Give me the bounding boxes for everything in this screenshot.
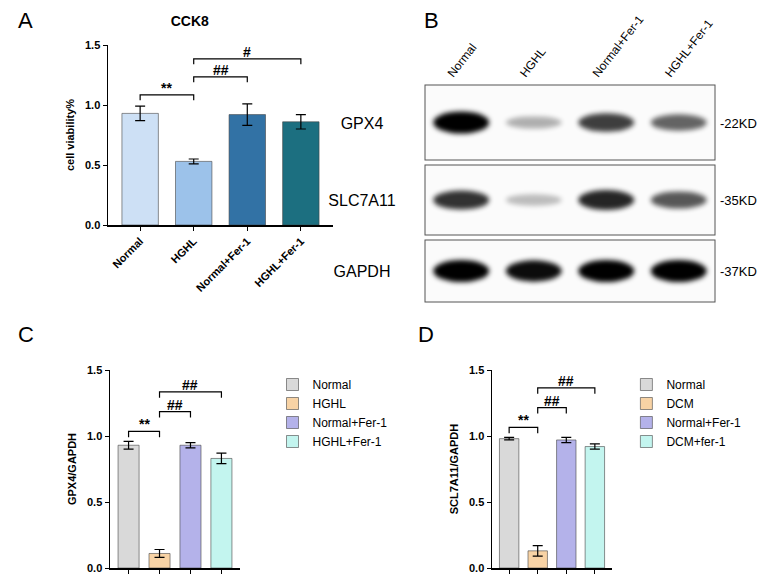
svg-text:HGHL+Fer-1: HGHL+Fer-1 — [662, 17, 716, 80]
html-text:B: B — [424, 8, 439, 33]
svg-text:HGHL: HGHL — [168, 235, 199, 266]
svg-text:**: ** — [518, 412, 529, 428]
svg-text:Normal+Fer-1: Normal+Fer-1 — [194, 235, 253, 294]
svg-text:0.5: 0.5 — [87, 496, 102, 508]
svg-text:HGHL: HGHL — [517, 45, 549, 80]
html-text:D: D — [418, 322, 434, 347]
svg-text:DCM: DCM — [666, 397, 693, 411]
svg-text:Normal: Normal — [110, 235, 145, 270]
html-text:C: C — [18, 322, 34, 347]
svg-text:-35KD: -35KD — [720, 193, 757, 208]
svg-text:HGHL: HGHL — [313, 397, 347, 411]
svg-text:GAPDH: GAPDH — [334, 263, 391, 280]
svg-text:Normal+Fer-1: Normal+Fer-1 — [590, 12, 647, 79]
svg-text:##: ## — [167, 397, 183, 413]
svg-text:0.5: 0.5 — [85, 159, 100, 171]
svg-text:Normal: Normal — [445, 41, 480, 80]
svg-text:1.0: 1.0 — [85, 99, 100, 111]
svg-text:0.5: 0.5 — [469, 496, 484, 508]
svg-text:CCK8: CCK8 — [171, 13, 209, 29]
svg-text:##: ## — [182, 377, 198, 393]
svg-text:SLC7A11: SLC7A11 — [328, 192, 395, 209]
svg-text:0.0: 0.0 — [87, 562, 102, 574]
svg-text:SCL7A11/GAPDH: SCL7A11/GAPDH — [448, 424, 460, 515]
svg-text:1.0: 1.0 — [87, 430, 102, 442]
svg-text:**: ** — [161, 80, 172, 96]
html-text:A: A — [18, 8, 33, 33]
svg-text:Normal: Normal — [666, 378, 705, 392]
svg-text:GPX4/GAPDH: GPX4/GAPDH — [66, 433, 78, 505]
svg-text:1.5: 1.5 — [87, 364, 102, 376]
svg-text:-37KD: -37KD — [720, 264, 757, 279]
svg-text:#: # — [243, 44, 251, 60]
svg-text:DCM+fer-1: DCM+fer-1 — [666, 435, 725, 449]
svg-text:##: ## — [213, 62, 229, 78]
svg-text:HGHL+Fer-1: HGHL+Fer-1 — [252, 235, 306, 289]
svg-text:Normal+Fer-1: Normal+Fer-1 — [313, 416, 388, 430]
svg-text:##: ## — [558, 373, 574, 389]
svg-text:1.0: 1.0 — [469, 430, 484, 442]
svg-text:1.5: 1.5 — [85, 39, 100, 51]
svg-text:Normal+Fer-1: Normal+Fer-1 — [666, 416, 741, 430]
svg-text:##: ## — [544, 393, 560, 409]
svg-text:HGHL+Fer-1: HGHL+Fer-1 — [313, 435, 382, 449]
svg-text:**: ** — [139, 416, 150, 432]
svg-text:cell viability%: cell viability% — [64, 99, 76, 171]
svg-text:GPX4: GPX4 — [341, 115, 384, 132]
svg-text:0.0: 0.0 — [469, 562, 484, 574]
svg-text:-22KD: -22KD — [720, 116, 757, 131]
svg-text:0.0: 0.0 — [85, 219, 100, 231]
svg-text:Normal: Normal — [313, 378, 352, 392]
svg-text:1.5: 1.5 — [469, 364, 484, 376]
